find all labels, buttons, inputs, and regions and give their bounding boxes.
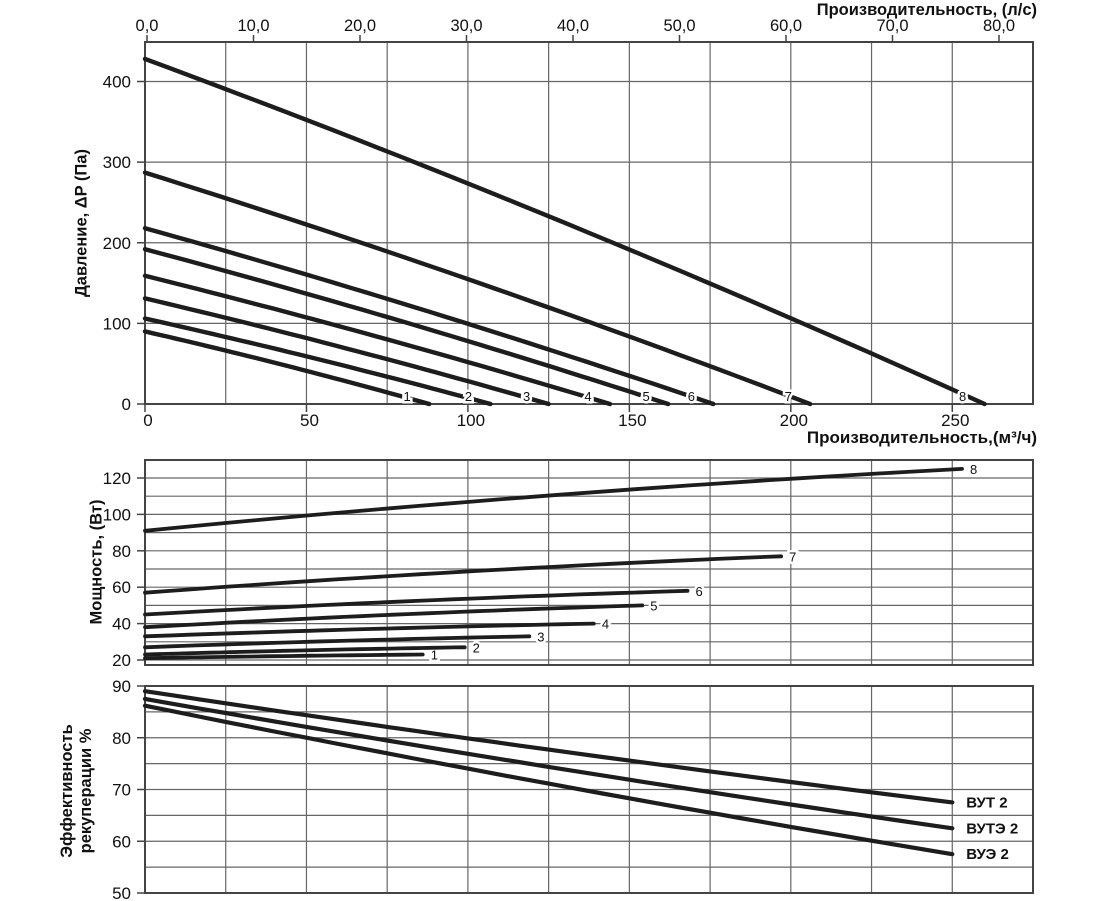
efficiency-y-tick-label: 70	[112, 781, 131, 800]
power-curve-label: 4	[602, 617, 609, 632]
top-axis-tick-label: 80,0	[983, 17, 1015, 35]
power-curve-label: 6	[695, 584, 702, 599]
pressure-curve-label: 4	[584, 389, 591, 404]
pressure-curve-label: 3	[523, 389, 530, 404]
pressure-curve-label: 5	[642, 389, 649, 404]
power-curve-label: 1	[431, 648, 438, 663]
bottom-axis-tick-label: 150	[618, 411, 646, 430]
power-curve-label: 5	[650, 598, 657, 613]
pressure-curve-label: 8	[959, 389, 966, 404]
bottom-axis-tick-label: 50	[300, 411, 319, 430]
pressure-curve-label: 7	[785, 389, 792, 404]
pressure-curve-4	[142, 273, 613, 407]
power-curve-3	[143, 634, 532, 650]
efficiency-curve-label: ВУТ 2	[966, 794, 1007, 811]
efficiency-curve-label: ВУЭ 2	[966, 846, 1009, 863]
power-chart-border	[144, 459, 1034, 666]
bottom-axis-tick-label: 250	[941, 411, 969, 430]
efficiency-y-tick-label: 90	[112, 677, 131, 696]
power-curve-4	[143, 621, 596, 639]
top-axis-tick-label: 60,0	[770, 17, 802, 35]
top-axis-tick-label: 10,0	[237, 17, 269, 35]
pressure-curve-label: 1	[404, 389, 411, 404]
pressure-curve-8	[142, 56, 987, 407]
power-axis-title: Мощность, (Вт)	[87, 499, 106, 625]
power-curve-label: 3	[537, 629, 544, 644]
pressure-curve-6	[142, 225, 716, 407]
power-curve-2	[143, 645, 467, 657]
top-axis-tick-label: 20,0	[344, 17, 376, 35]
power-curve-5	[143, 603, 645, 630]
bottom-axis-tick-label: 200	[780, 411, 808, 430]
efficiency-y-tick-label: 60	[112, 832, 131, 851]
bottom-axis-tick-label: 0	[143, 411, 152, 430]
top-axis-tick-label: 70,0	[876, 17, 908, 35]
pressure-curve-2	[142, 316, 493, 407]
efficiency-curve-label: ВУТЭ 2	[966, 820, 1018, 837]
power-y-tick-label: 60	[112, 578, 131, 597]
pressure-curve-label: 2	[465, 389, 472, 404]
power-y-tick-label: 80	[112, 542, 131, 561]
pressure-curve-7	[142, 170, 813, 407]
power-curve-6	[143, 588, 690, 617]
top-flow-axis-title: Производительность, (л/с)	[816, 1, 1037, 19]
pressure-y-tick-label: 0	[122, 395, 131, 414]
power-curve-8	[143, 466, 964, 533]
pressure-y-tick-label: 300	[103, 153, 131, 172]
pressure-y-tick-label: 200	[103, 234, 131, 253]
pressure-curve-3	[142, 296, 551, 407]
top-axis-tick-label: 50,0	[663, 17, 695, 35]
efficiency-y-tick-label: 50	[112, 884, 131, 901]
pressure-y-tick-label: 400	[103, 73, 131, 92]
efficiency-curve	[142, 689, 955, 805]
pressure-chart-border	[144, 41, 1034, 405]
efficiency-y-tick-label: 80	[112, 729, 131, 748]
pressure-axis-title: Давление, ΔP (Па)	[72, 149, 91, 297]
power-y-tick-label: 100	[103, 505, 131, 524]
power-y-tick-label: 20	[112, 651, 131, 670]
efficiency-axis-title-line1: Эффективность	[58, 724, 77, 858]
top-axis-tick-label: 30,0	[450, 17, 482, 35]
top-axis-tick-label: 40,0	[557, 17, 589, 35]
bottom-axis-tick-label: 100	[457, 411, 485, 430]
pressure-curve-5	[142, 246, 671, 407]
pressure-y-tick-label: 100	[103, 314, 131, 333]
pressure-curve-label: 6	[688, 389, 695, 404]
power-curve-7	[143, 554, 783, 595]
top-axis-tick-label: 0,0	[136, 17, 159, 35]
power-curve-label: 8	[970, 462, 977, 477]
bottom-flow-axis-title: Производительность,(м³/ч)	[806, 428, 1037, 447]
power-curve-1	[143, 652, 425, 661]
pressure-curve-1	[142, 329, 432, 407]
power-y-tick-label: 40	[112, 615, 131, 634]
power-curve-label: 7	[789, 549, 796, 564]
power-y-tick-label: 120	[103, 469, 131, 488]
efficiency-axis-title: Эффективность рекуперации %	[58, 724, 96, 857]
power-curve-label: 2	[473, 640, 480, 655]
efficiency-axis-title-line2: рекуперации %	[77, 728, 95, 854]
efficiency-curve	[142, 696, 955, 831]
efficiency-curve	[142, 703, 955, 857]
